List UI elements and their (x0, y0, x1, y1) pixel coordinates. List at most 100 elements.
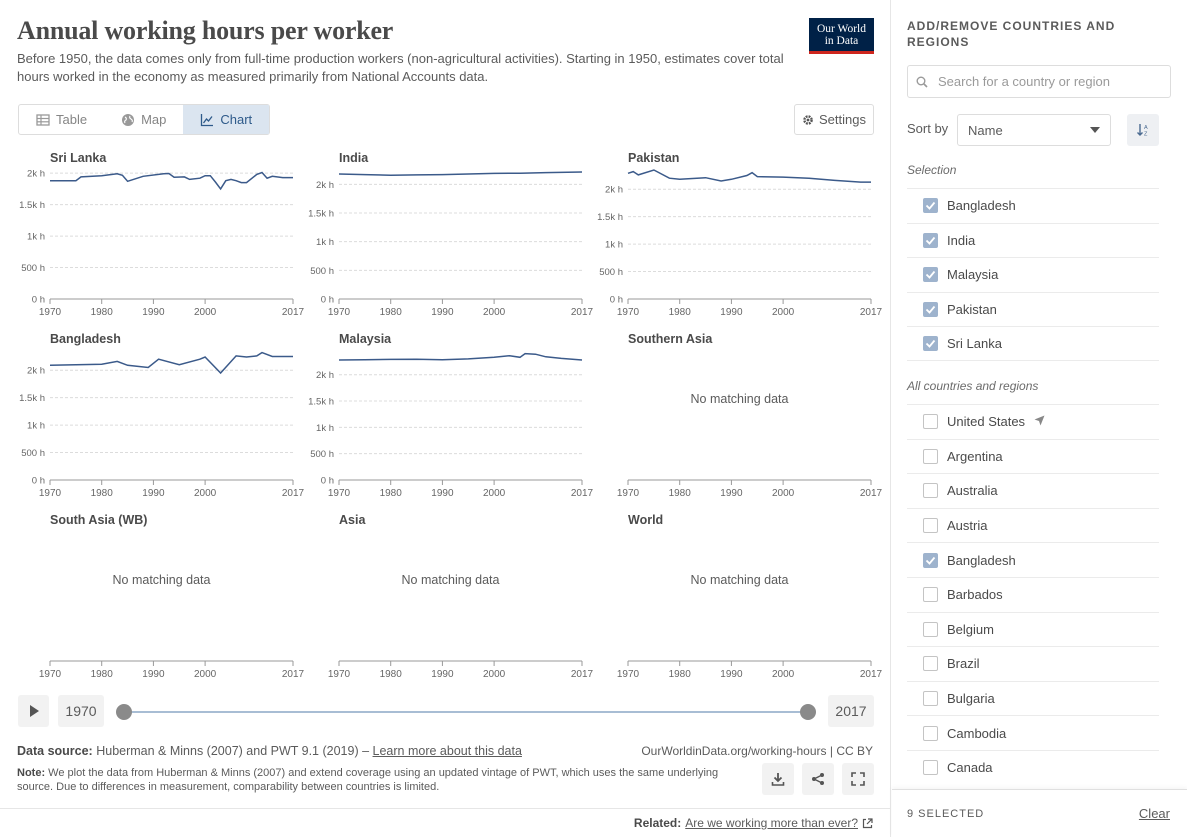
check-icon (925, 236, 936, 245)
tab-table[interactable]: Table (19, 105, 104, 134)
panel-title: India (339, 151, 369, 165)
checkbox-checked[interactable] (923, 335, 938, 351)
x-tick-label: 1980 (669, 669, 692, 680)
entity-name: United States (947, 414, 1026, 430)
checkbox-checked[interactable] (923, 232, 938, 248)
sort-by-select[interactable]: Name (957, 114, 1111, 146)
checkbox[interactable] (923, 448, 938, 464)
series-line-india[interactable] (338, 171, 583, 176)
entity-row[interactable]: Malaysia (907, 257, 1159, 292)
all-entities-label: All countries and regions (907, 379, 1039, 393)
checkbox[interactable] (923, 483, 938, 499)
entity-row[interactable]: Bangladesh (907, 542, 1159, 577)
end-year-box[interactable]: 2017 (828, 695, 874, 727)
checkbox[interactable] (923, 621, 938, 637)
entity-row[interactable]: Austria (907, 507, 1159, 543)
series-line-pakistan[interactable] (627, 169, 871, 183)
x-tick-label: 1990 (720, 307, 743, 318)
fullscreen-button[interactable] (842, 763, 874, 795)
x-tick-label: 1980 (380, 669, 403, 680)
entity-row[interactable]: Bulgaria (907, 680, 1159, 716)
tab-chart[interactable]: Chart (183, 105, 270, 134)
entity-row[interactable]: Barbados (907, 577, 1159, 612)
entity-row[interactable]: Cambodia (907, 715, 1159, 750)
x-tick-label: 1970 (328, 488, 351, 499)
x-tick-label: 2000 (194, 307, 217, 318)
timeline-track[interactable] (123, 711, 808, 713)
x-tick-label: 1990 (720, 488, 743, 499)
credit-line[interactable]: OurWorldinData.org/working-hours | CC BY (641, 744, 873, 758)
globe-icon (122, 113, 135, 126)
share-icon (812, 773, 824, 785)
learn-more-link[interactable]: Learn more about this data (372, 744, 522, 758)
entity-name: Bangladesh (947, 198, 1016, 214)
x-tick-label: 2000 (483, 488, 506, 499)
checkbox[interactable] (923, 414, 938, 430)
logo-line-2: in Data (824, 35, 859, 47)
checkbox[interactable] (923, 518, 938, 534)
series-line-sri-lanka[interactable] (50, 171, 293, 191)
checkbox[interactable] (923, 760, 938, 776)
x-tick-label: 1970 (617, 669, 640, 680)
y-tick-label: 2k h (316, 180, 334, 191)
checkbox[interactable] (923, 656, 938, 672)
checkbox-checked[interactable] (923, 267, 938, 283)
entity-row[interactable]: Bangladesh (907, 188, 1159, 223)
end-handle[interactable] (800, 704, 816, 720)
entity-row[interactable]: India (907, 222, 1159, 258)
no-data-message: No matching data (402, 573, 500, 587)
checkbox-checked[interactable] (923, 552, 938, 568)
search-input[interactable] (936, 73, 1156, 90)
owid-logo[interactable]: Our World in Data (809, 18, 874, 54)
entity-row[interactable]: Australia (907, 473, 1159, 508)
clear-button[interactable]: Clear (1138, 806, 1170, 821)
series-line-bangladesh[interactable] (49, 351, 293, 375)
x-tick-label: 2000 (772, 669, 795, 680)
entity-name: Sri Lanka (947, 335, 1002, 351)
entity-row[interactable]: Pakistan (907, 291, 1159, 327)
series-line-malaysia[interactable] (338, 352, 583, 361)
entity-row[interactable]: Argentina (907, 438, 1159, 474)
checkbox[interactable] (923, 587, 938, 603)
no-data-message: No matching data (113, 573, 211, 587)
entity-name: Barbados (947, 587, 1003, 603)
entity-row[interactable]: Canada (907, 750, 1159, 785)
entity-name: Belgium (947, 621, 994, 637)
entity-name: India (947, 232, 976, 248)
entity-row[interactable]: Brazil (907, 646, 1159, 681)
start-year-box[interactable]: 1970 (58, 695, 104, 727)
tab-map[interactable]: Map (104, 105, 183, 134)
x-tick-label: 2000 (483, 307, 506, 318)
sort-alpha-icon: AZ (1137, 124, 1148, 137)
search-box[interactable] (907, 65, 1171, 98)
start-handle[interactable] (116, 704, 132, 720)
entity-name: Pakistan (947, 301, 997, 317)
entity-name: Bangladesh (947, 552, 1016, 568)
checkbox-checked[interactable] (923, 301, 938, 317)
download-button[interactable] (762, 763, 794, 795)
checkbox-checked[interactable] (923, 198, 938, 214)
entity-name: Cambodia (947, 725, 1007, 741)
chart-subtitle: Before 1950, the data comes only from fu… (17, 51, 784, 84)
share-button[interactable] (802, 763, 834, 795)
checkbox[interactable] (923, 725, 938, 741)
entity-row[interactable]: United States (907, 404, 1159, 439)
entity-name: Australia (947, 483, 998, 499)
y-tick-label: 0 h (321, 295, 334, 306)
tab-table-label: Table (56, 112, 88, 127)
y-tick-label: 500 h (21, 263, 45, 274)
checkbox[interactable] (923, 691, 938, 707)
x-tick-label: 1980 (380, 307, 403, 318)
x-tick-label: 1970 (39, 488, 62, 499)
entity-row[interactable]: Belgium (907, 611, 1159, 647)
settings-button[interactable]: Settings (794, 104, 874, 135)
play-button[interactable] (18, 695, 49, 727)
entity-row[interactable]: Sri Lanka (907, 326, 1159, 361)
y-tick-label: 1k h (605, 240, 623, 251)
panel-title: Southern Asia (628, 332, 713, 346)
panel-title: World (628, 513, 663, 527)
related-link[interactable]: Are we working more than ever? (685, 816, 858, 830)
panel-title: Bangladesh (50, 332, 121, 346)
y-tick-label: 1.5k h (19, 200, 45, 211)
